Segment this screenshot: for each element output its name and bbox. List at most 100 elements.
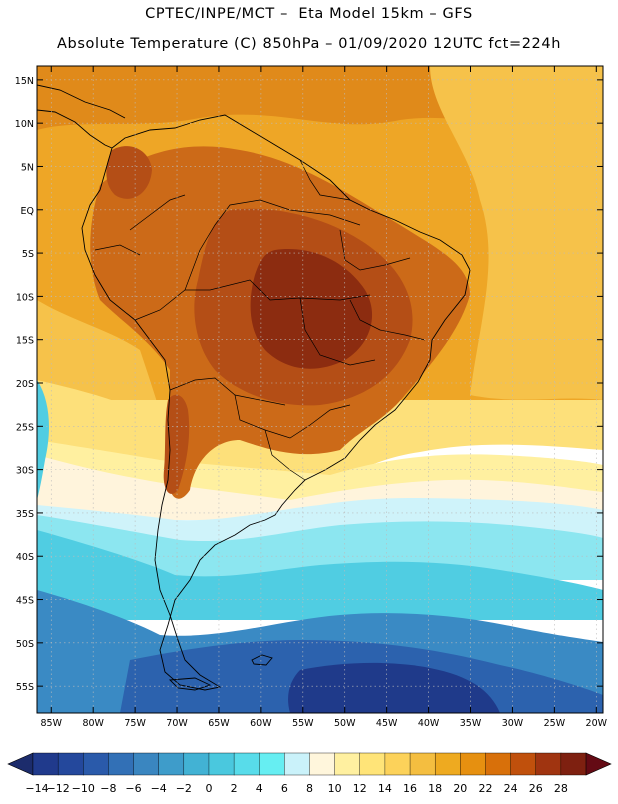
colorbar-swatch — [158, 752, 185, 776]
border-line — [184, 199, 361, 291]
colorbar-swatch — [32, 752, 59, 776]
colorbar-label: 12 — [353, 782, 367, 795]
title-line-1: CPTEC/INPE/MCT – Eta Model 15km – GFS — [145, 6, 473, 22]
central-america-coastline — [37, 109, 113, 149]
colorbar-swatch — [535, 752, 562, 776]
colorbar-swatch — [434, 752, 461, 776]
colorbar-label: 4 — [256, 782, 263, 795]
lat-tick-label: 5N — [21, 162, 34, 173]
land-interior-hottest — [250, 249, 373, 369]
field-band-deep-blue — [288, 662, 500, 713]
border-line — [349, 299, 426, 341]
lon-tick-label: 45W — [376, 718, 398, 729]
colorbar-swatch — [57, 752, 84, 776]
lat-tick-label: 30S — [16, 466, 34, 477]
colorbar-high-arrow — [585, 752, 612, 776]
lat-tick-label: 45S — [16, 596, 34, 607]
border-line — [129, 194, 186, 231]
field-band-cyan — [37, 530, 603, 620]
colorbar-label: 0 — [205, 782, 212, 795]
colorbar-swatch — [384, 752, 411, 776]
colorbar-swatch — [334, 752, 361, 776]
border-line — [264, 429, 306, 481]
axis-ticks: 15N 10N 5N EQ 5S 10S 15S 20S 25S 30S 35S 40S 45S 50S 5… — [15, 66, 608, 729]
colorbar-label: 20 — [453, 782, 467, 795]
lat-tick-label: 15S — [16, 336, 34, 347]
lat-tick-label: EQ — [21, 206, 34, 217]
colorbar-label: 6 — [281, 782, 288, 795]
colorbar-label: −2 — [176, 782, 192, 795]
plot-frame — [36, 65, 604, 714]
lon-tick-label: 55W — [292, 718, 314, 729]
colorbar-label: 22 — [478, 782, 492, 795]
lat-tick-label: 20S — [16, 379, 34, 390]
border-line — [94, 244, 141, 256]
border-line — [339, 229, 411, 271]
colorbar-swatch — [208, 752, 235, 776]
lon-tick-label: 70W — [166, 718, 188, 729]
colorbar-label: −6 — [125, 782, 141, 795]
country-borders — [94, 159, 426, 481]
border-line — [299, 159, 351, 201]
colorbar-label: 16 — [403, 782, 417, 795]
colorbar-swatch — [233, 752, 260, 776]
colorbar: −14−12 −10 −8 −6 −4 −2 0 2 4 6 8 10 12 14 16 18 20 22 24 26… — [7, 752, 612, 795]
colorbar-swatch — [133, 752, 160, 776]
lat-tick-label: 50S — [16, 639, 34, 650]
lon-tick-label: 85W — [41, 718, 63, 729]
lat-tick-label: 55S — [16, 682, 34, 693]
lon-tick-label: 30W — [502, 718, 524, 729]
northwest-hot-spot — [106, 146, 152, 199]
colorbar-swatch — [510, 752, 537, 776]
colorbar-label: 10 — [328, 782, 342, 795]
temperature-field — [37, 66, 603, 713]
andes-warm-strip — [163, 394, 190, 494]
colorbar-swatch — [359, 752, 386, 776]
border-line — [169, 377, 286, 406]
lon-tick-label: 65W — [208, 718, 230, 729]
border-line — [234, 394, 351, 439]
lon-tick-label: 75W — [124, 718, 146, 729]
field-band-gold-east — [430, 66, 603, 400]
colorbar-swatch — [460, 752, 486, 776]
falkland-islands — [251, 654, 273, 666]
colorbar-label: 28 — [554, 782, 568, 795]
colorbar-label: 8 — [306, 782, 313, 795]
colorbar-swatch — [284, 752, 311, 776]
lon-tick-label: 40W — [418, 718, 440, 729]
colorbar-swatch — [108, 752, 135, 776]
colorbar-label: −12 — [47, 782, 70, 795]
field-band-light-cyan — [37, 515, 603, 580]
colorbar-label: 2 — [231, 782, 238, 795]
colorbar-swatch — [259, 752, 285, 776]
lon-tick-label: 20W — [586, 718, 608, 729]
lat-tick-label: 35S — [16, 509, 34, 520]
colorbar-label: −8 — [100, 782, 116, 795]
tierra-del-fuego — [168, 677, 212, 691]
colorbar-label: 14 — [378, 782, 392, 795]
colorbar-label: 24 — [504, 782, 518, 795]
colorbar-label: 26 — [529, 782, 543, 795]
colorbar-swatch — [485, 752, 512, 776]
colorbar-swatch — [83, 752, 109, 776]
colorbar-label: −14 — [25, 782, 48, 795]
lon-tick-label: 60W — [250, 718, 272, 729]
lat-tick-label: 15N — [15, 76, 34, 87]
lon-tick-label: 50W — [334, 718, 356, 729]
lon-tick-label: 80W — [82, 718, 104, 729]
colorbar-label: 18 — [428, 782, 442, 795]
colorbar-swatch — [183, 752, 210, 776]
border-line — [134, 279, 371, 321]
colorbar-label: −10 — [72, 782, 95, 795]
colorbar-swatch — [309, 752, 336, 776]
central-america-north-coast — [37, 84, 126, 119]
colorbar-low-arrow — [7, 752, 34, 776]
colorbar-swatch — [409, 752, 436, 776]
lat-tick-label: 40S — [16, 552, 34, 563]
lat-tick-label: 5S — [22, 249, 34, 260]
lat-tick-label: 10S — [16, 292, 34, 303]
title-line-2: Absolute Temperature (C) 850hPa – 01/09/… — [57, 36, 561, 52]
lon-tick-label: 35W — [460, 718, 482, 729]
